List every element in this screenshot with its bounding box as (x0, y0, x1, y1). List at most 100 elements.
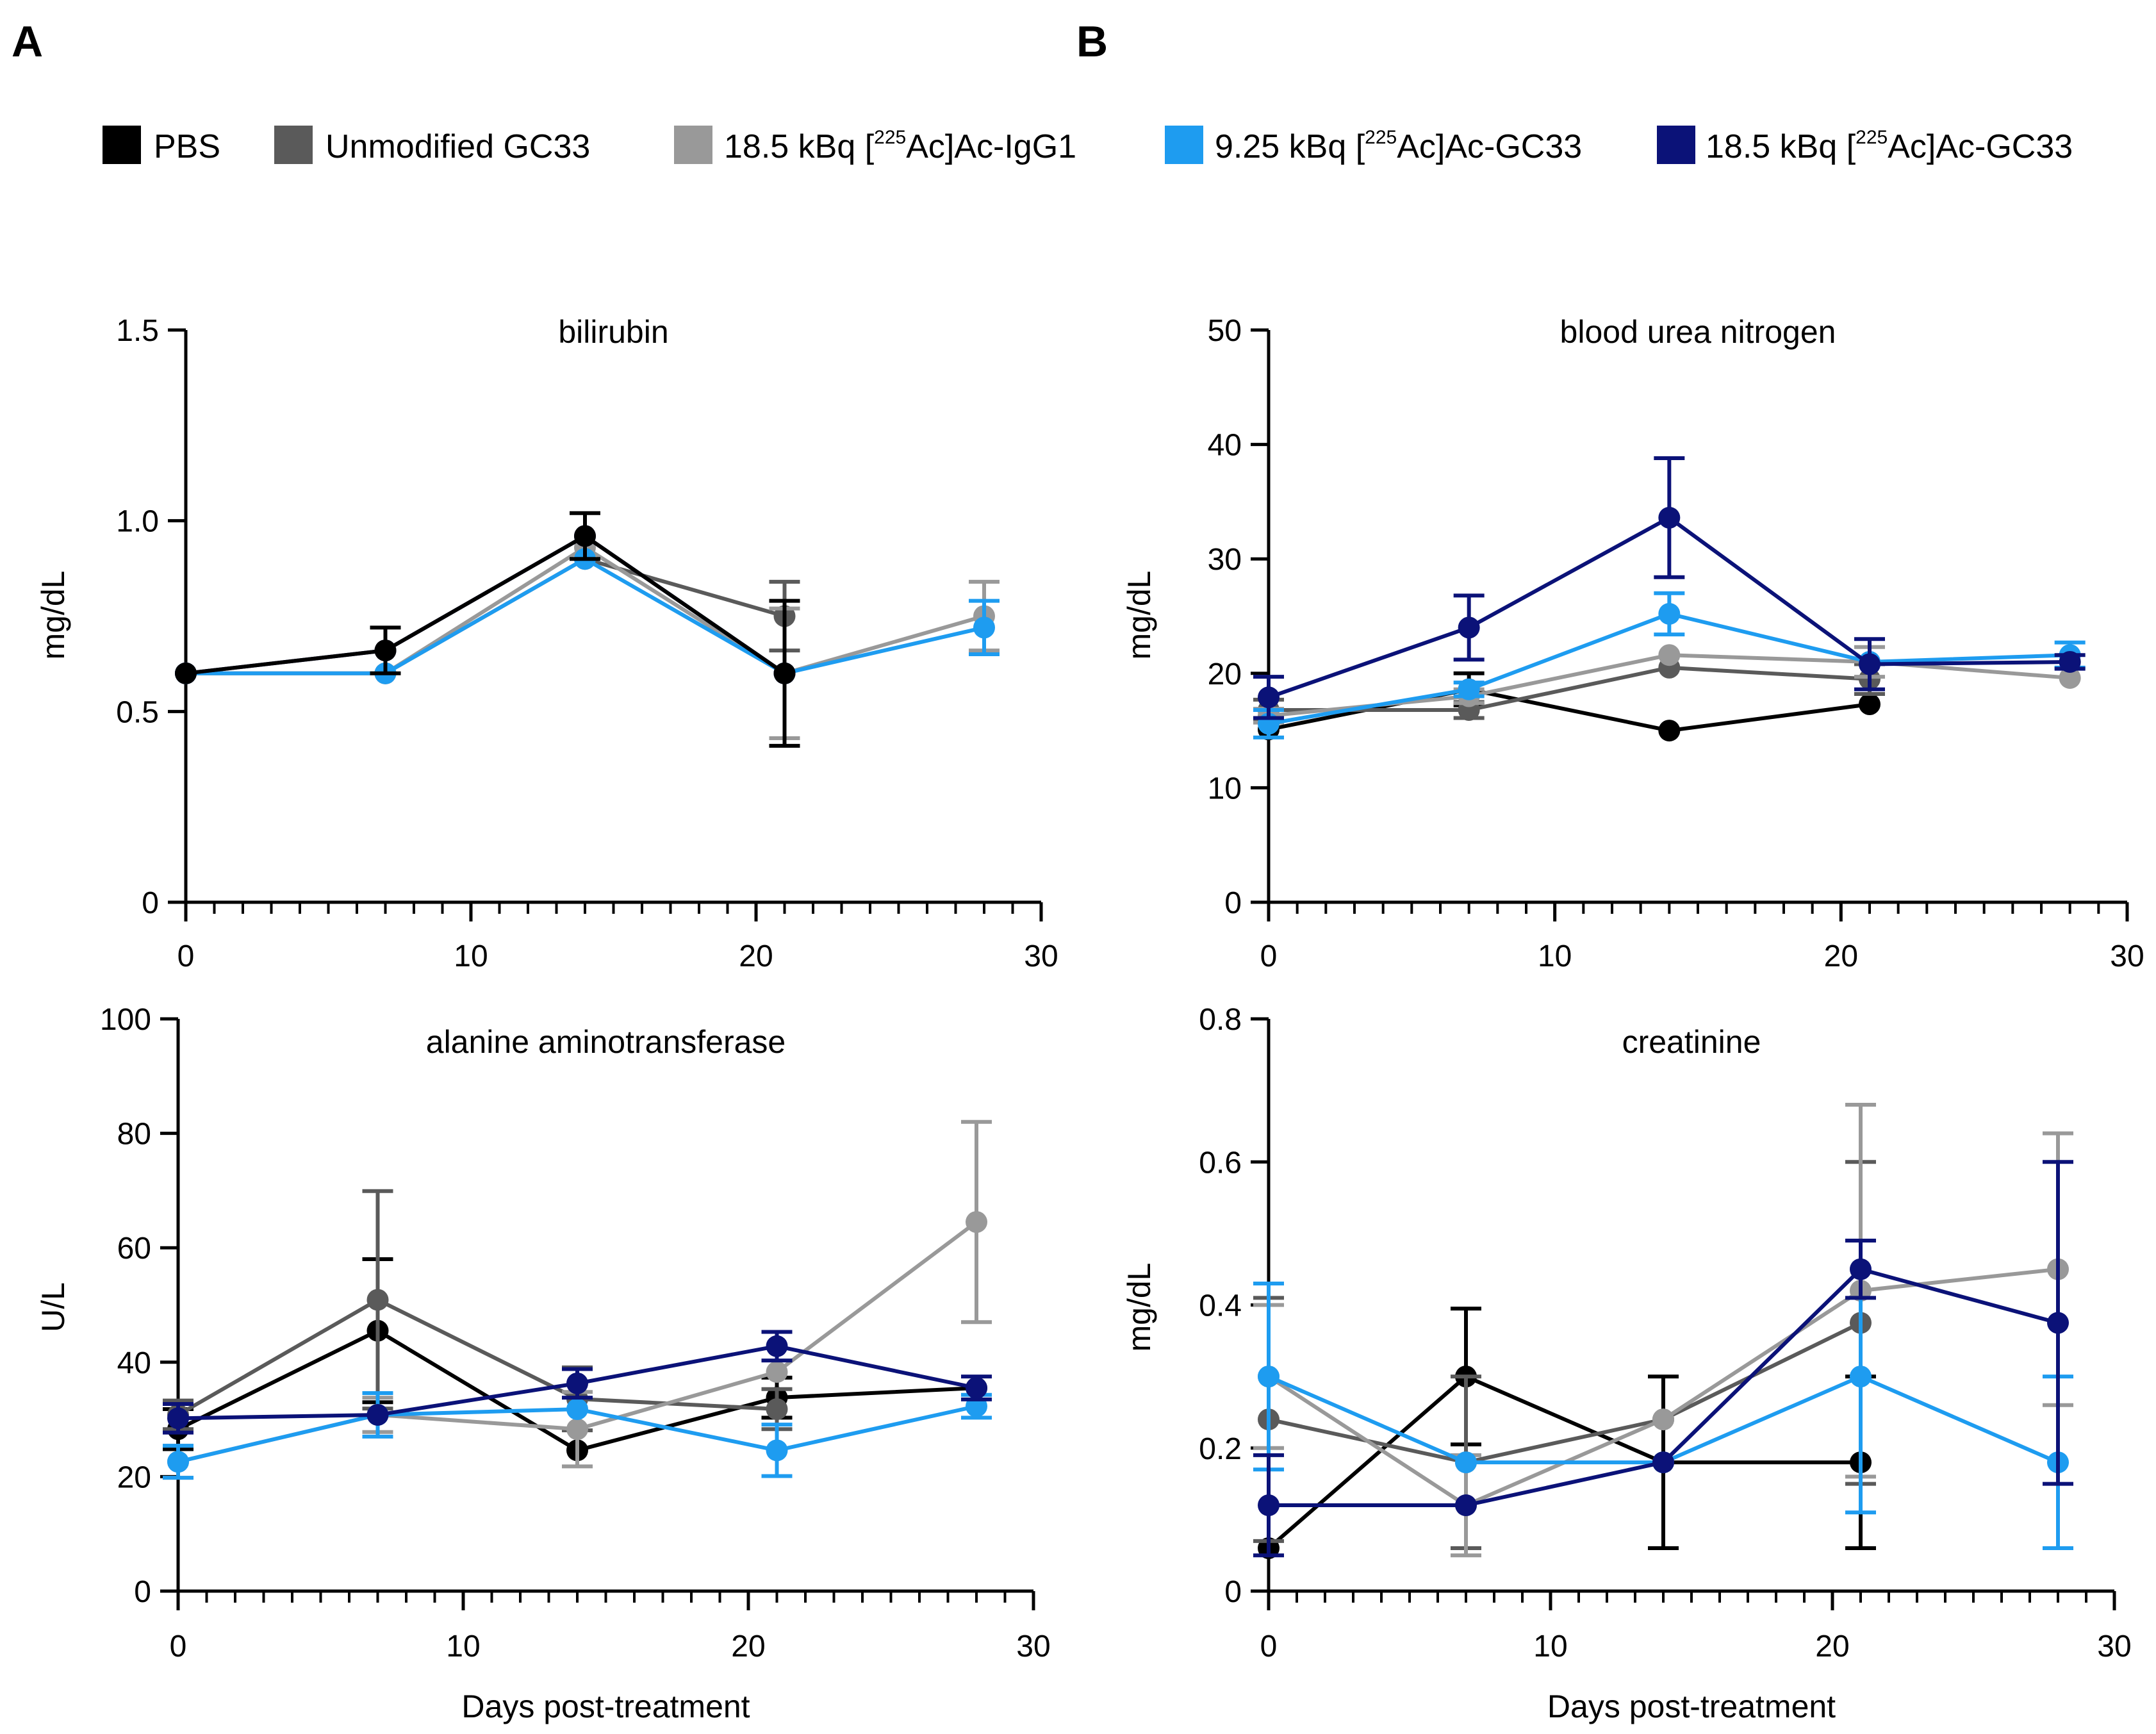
y-axis-label: mg/dL (1121, 1263, 1157, 1352)
data-point (2059, 666, 2081, 689)
y-axis-label: mg/dL (35, 571, 71, 660)
chart-creatinine: 0 0.2 0.4 0.6 0.8 0 10 20 30 creatinine mg/dL Days … (1121, 1003, 2132, 1724)
y-tick-label: 60 (117, 1232, 151, 1266)
legend-swatch-ac-igg1 (674, 126, 712, 164)
y-axis-label: U/L (35, 1282, 71, 1332)
legend: PBS Unmodified GC33 18.5 kBq [225Ac]Ac-I… (103, 126, 2073, 165)
legend-item-18-5-ac-gc33: 18.5 kBq [225Ac]Ac-GC33 (1657, 126, 2073, 165)
data-point (1455, 1451, 1477, 1474)
series-line (1268, 1321, 1862, 1465)
x-tick-label: 0 (177, 939, 195, 973)
x-tick-label: 20 (739, 939, 773, 973)
data-point (366, 1289, 389, 1311)
series-unmodified-gc33 (1253, 1160, 1876, 1551)
data-point (574, 525, 596, 547)
data-point (973, 616, 995, 639)
data-point (1258, 1366, 1280, 1388)
legend-label-unmodified-gc33: Unmodified GC33 (325, 128, 590, 165)
data-point (766, 1335, 788, 1357)
y-tick-label: 0.2 (1199, 1432, 1242, 1466)
panel-label-a: A (12, 17, 43, 66)
y-tick-label: 0 (134, 1575, 151, 1609)
data-point (1859, 693, 1880, 716)
y-tick-label: 10 (1208, 772, 1242, 805)
y-tick-label: 1.0 (116, 505, 159, 539)
series-line (185, 534, 786, 675)
series-18-5-kbq-225ac-ac-gc33 (163, 1330, 992, 1435)
data-point (2059, 650, 2081, 673)
data-point (566, 1372, 588, 1394)
x-tick-label: 10 (1533, 1630, 1567, 1664)
data-point (1658, 506, 1681, 529)
x-tick-label: 10 (454, 939, 488, 973)
data-point (374, 640, 397, 662)
x-tick-label: 10 (1538, 939, 1572, 973)
y-tick-label: 100 (100, 1003, 151, 1037)
data-point (167, 1407, 189, 1430)
data-point (766, 1439, 788, 1462)
x-tick-label: 0 (170, 1630, 187, 1664)
data-point (766, 1360, 788, 1383)
legend-label-pbs: PBS (154, 128, 220, 165)
y-tick-label: 0 (1224, 1575, 1242, 1609)
y-tick-label: 0.4 (1199, 1289, 1242, 1323)
data-point (1850, 1366, 1872, 1388)
series-pbs (175, 511, 800, 748)
data-point (1458, 678, 1480, 700)
chart-title: blood urea nitrogen (1560, 314, 1836, 350)
legend-label-ac-igg1: 18.5 kBq [225Ac]Ac-IgG1 (724, 127, 1076, 165)
x-tick-label: 10 (446, 1630, 480, 1664)
x-axis-label: Days post-treatment (1547, 1689, 1836, 1724)
data-point (1458, 616, 1480, 639)
data-point (1658, 602, 1681, 625)
data-point (566, 1398, 588, 1421)
x-tick-label: 30 (2097, 1630, 2131, 1664)
series-18-5-kbq-225ac-ac-gc33 (1253, 1160, 2073, 1558)
data-point (175, 662, 197, 684)
data-point (1258, 686, 1280, 709)
series-18-5-kbq-225ac-ac-gc33 (175, 525, 796, 684)
legend-item-pbs: PBS (103, 126, 220, 165)
data-point (966, 1376, 987, 1399)
x-tick-label: 20 (731, 1630, 765, 1664)
x-tick-label: 30 (1016, 1630, 1050, 1664)
y-tick-label: 40 (117, 1346, 151, 1380)
series-line (177, 1298, 777, 1417)
data-point (1455, 1494, 1477, 1517)
data-point (167, 1451, 189, 1473)
legend-label-18-5-ac-gc33: 18.5 kBq [225Ac]Ac-GC33 (1706, 127, 2073, 165)
chart-title: alanine aminotransferase (426, 1024, 786, 1060)
x-tick-label: 30 (1024, 939, 1058, 973)
chart-title: bilirubin (558, 314, 668, 350)
y-tick-label: 50 (1208, 314, 1242, 348)
data-point (1658, 720, 1681, 742)
y-tick-label: 20 (1208, 657, 1242, 691)
y-tick-label: 0.8 (1199, 1003, 1242, 1037)
legend-item-9-25-ac-gc33: 9.25 kBq [225Ac]Ac-GC33 (1165, 126, 1582, 165)
series-line (1267, 1375, 1861, 1550)
data-point (766, 1398, 788, 1421)
chart-title: creatinine (1622, 1024, 1761, 1060)
legend-label-9-25-ac-gc33: 9.25 kBq [225Ac]Ac-GC33 (1215, 127, 1582, 165)
series-line (186, 557, 985, 675)
chart-blood-urea-nitrogen: 0 10 20 30 40 50 0 10 20 30 blood urea nitrogen mg/… (1121, 314, 2144, 973)
y-axis-label: mg/dL (1121, 571, 1157, 660)
legend-item-unmodified-gc33: Unmodified GC33 (274, 126, 590, 165)
x-tick-label: 20 (1815, 1630, 1849, 1664)
legend-item-ac-igg1: 18.5 kBq [225Ac]Ac-IgG1 (674, 126, 1076, 165)
y-tick-label: 80 (117, 1118, 151, 1152)
y-tick-label: 1.5 (116, 314, 159, 348)
y-tick-label: 20 (117, 1460, 151, 1494)
data-point (2047, 1312, 2069, 1334)
data-point (566, 1418, 588, 1441)
y-tick-label: 0.5 (116, 695, 159, 729)
data-point (1652, 1451, 1674, 1474)
series-18-5-kbq-225ac-ac-igg1 (163, 1119, 992, 1480)
x-tick-label: 30 (2110, 939, 2144, 973)
data-point (1652, 1408, 1674, 1431)
data-point (1658, 644, 1681, 666)
legend-swatch-pbs (103, 126, 141, 164)
data-point (1850, 1258, 1872, 1280)
panel-label-b: B (1076, 17, 1108, 66)
